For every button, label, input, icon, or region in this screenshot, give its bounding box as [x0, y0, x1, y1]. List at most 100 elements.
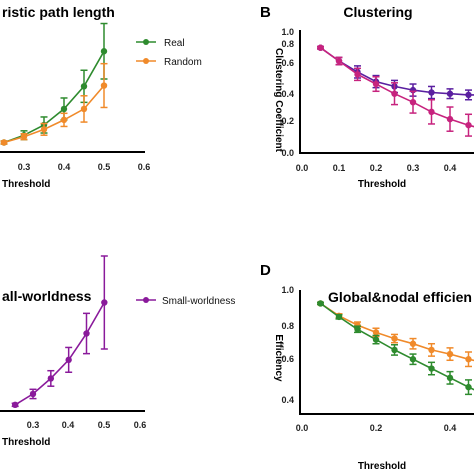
data-point	[100, 48, 108, 55]
data-point	[446, 374, 454, 382]
tick-label: 0.4	[444, 423, 457, 433]
data-point	[465, 383, 472, 391]
series-line	[3, 85, 105, 144]
x-axis-label: Threshold	[358, 461, 406, 472]
data-point	[428, 346, 435, 354]
data-point	[29, 390, 37, 398]
data-point	[11, 401, 19, 408]
data-point	[446, 350, 454, 358]
legend: Real Random	[136, 38, 202, 68]
data-point	[100, 82, 108, 89]
legend-label: Real	[164, 38, 185, 49]
tick-label: 0.8	[281, 321, 294, 331]
tick-label: 0.2	[370, 423, 383, 433]
tick-label: 0.2	[370, 163, 383, 173]
data-point	[391, 90, 398, 97]
series-line	[320, 302, 474, 362]
data-point	[428, 108, 435, 116]
series-line	[14, 302, 105, 406]
tick-label: 0.1	[333, 163, 346, 173]
data-point	[60, 116, 68, 124]
panel-path-length: ristic path length 0.3 0.4 0.5 0.6 Thres…	[0, 4, 202, 190]
panel-clustering: B Clustering 0.0 0.2 0.4 0.6 0.8 1.0 0.0…	[260, 4, 474, 190]
data-point	[317, 300, 324, 307]
tick-label: 0.5	[98, 420, 111, 430]
tick-label: 0.6	[281, 354, 294, 364]
data-point	[65, 356, 72, 364]
chart-title: ristic path length	[2, 4, 115, 20]
panel-letter: B	[260, 4, 271, 21]
series-line	[3, 50, 105, 144]
tick-label: 0.0	[296, 423, 309, 433]
data-point	[354, 71, 361, 78]
chart-title: Global&nodal efficien	[328, 289, 472, 305]
data-point	[40, 126, 48, 133]
tick-label: 0.4	[62, 420, 75, 430]
y-axis-label: Efficiency	[273, 334, 284, 382]
panel-efficiency: D Global&nodal efficien 0.4 0.6 0.8 1.0 …	[260, 262, 474, 472]
data-point	[428, 89, 435, 96]
series-line	[320, 47, 474, 96]
series-line	[320, 47, 474, 128]
plot-area	[317, 300, 474, 396]
x-axis-label: Threshold	[358, 179, 406, 190]
plot-area	[11, 255, 108, 408]
tick-label: 0.3	[407, 163, 420, 173]
x-axis-label: Threshold	[2, 437, 50, 448]
y-ticks: 0.0 0.2 0.4 0.6 0.8 1.0	[281, 27, 294, 158]
plot-area	[317, 44, 474, 137]
data-point	[83, 330, 90, 337]
data-point	[428, 365, 435, 372]
data-point	[465, 121, 472, 129]
tick-label: 0.8	[281, 39, 294, 49]
tick-label: 0.0	[296, 163, 309, 173]
x-ticks: 0.0 0.2 0.4	[296, 423, 457, 433]
tick-label: 0.3	[18, 162, 31, 172]
data-point	[317, 44, 324, 51]
x-ticks: 0.3 0.4 0.5 0.6	[27, 420, 147, 430]
data-point	[446, 90, 454, 97]
tick-label: 1.0	[281, 285, 294, 295]
tick-label: 0.6	[281, 58, 294, 68]
data-point	[80, 83, 88, 90]
chart-title: Clustering	[343, 4, 412, 20]
panel-small-worldness: all-worldness 0.3 0.4 0.5 0.6 Threshold …	[0, 255, 235, 448]
data-point	[465, 356, 472, 363]
data-point	[446, 115, 454, 123]
series-line	[320, 302, 474, 391]
panel-letter: D	[260, 262, 271, 279]
data-point	[391, 335, 398, 342]
tick-label: 0.5	[98, 162, 111, 172]
data-point	[47, 375, 55, 382]
tick-label: 1.0	[281, 27, 294, 37]
x-ticks: 0.0 0.1 0.2 0.3 0.4	[296, 163, 457, 173]
data-point	[335, 57, 343, 65]
y-ticks: 0.4 0.6 0.8 1.0	[281, 285, 294, 405]
legend-marker	[143, 297, 149, 303]
y-axis-label: Clustering Coefficient	[273, 48, 284, 153]
tick-label: 0.4	[444, 163, 457, 173]
x-axis-label: Threshold	[2, 179, 50, 190]
tick-label: 0.2	[281, 116, 294, 126]
data-point	[465, 91, 472, 99]
data-point	[20, 133, 28, 140]
data-point	[409, 98, 417, 106]
data-point	[101, 299, 108, 306]
data-point	[354, 326, 361, 333]
data-point	[60, 105, 68, 113]
x-ticks: 0.3 0.4 0.5 0.6	[18, 162, 151, 172]
data-point	[80, 105, 88, 113]
tick-label: 0.4	[281, 395, 294, 405]
tick-label: 0.0	[281, 148, 294, 158]
data-point	[0, 139, 8, 146]
plot-area	[0, 22, 108, 146]
legend-marker	[143, 39, 149, 45]
data-point	[409, 356, 417, 363]
data-point	[372, 80, 380, 88]
tick-label: 0.6	[134, 420, 147, 430]
tick-label: 0.4	[58, 162, 71, 172]
data-point	[372, 336, 380, 343]
tick-label: 0.4	[281, 89, 294, 99]
legend-label: Random	[164, 57, 202, 68]
